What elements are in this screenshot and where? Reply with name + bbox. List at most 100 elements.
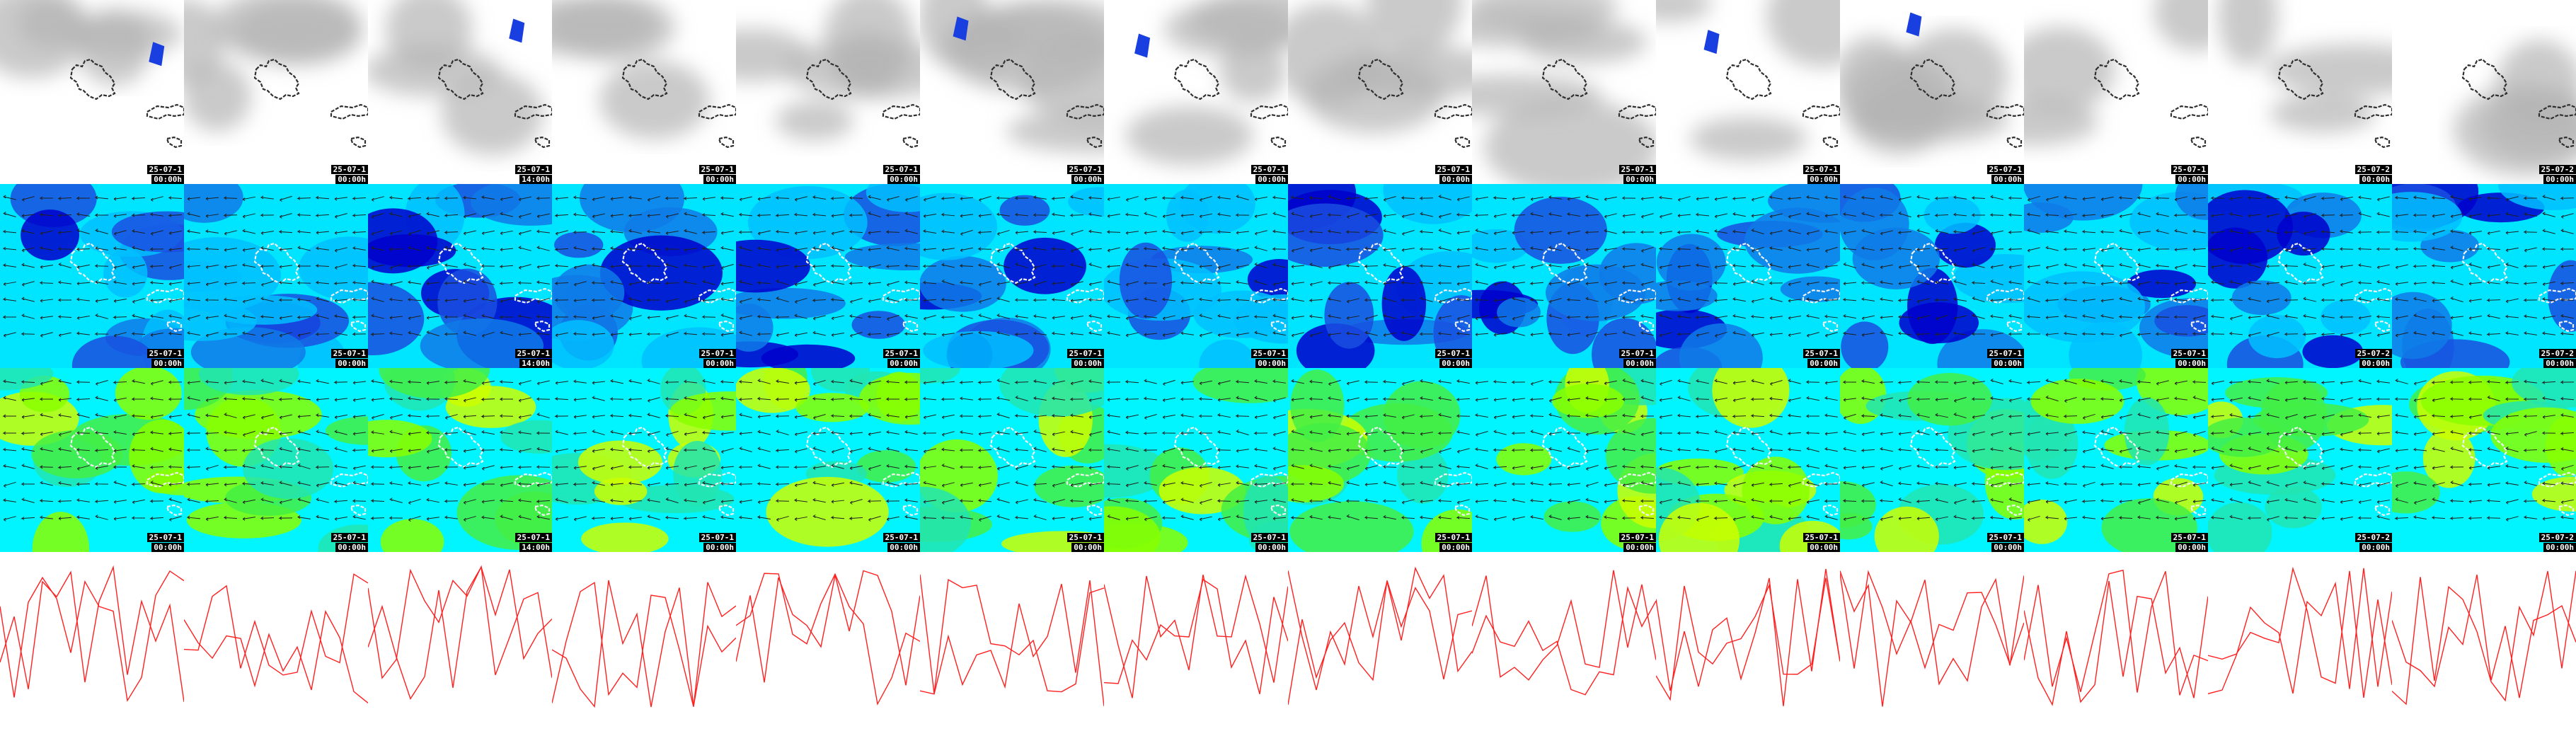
wind-arrow: [241, 314, 255, 318]
wind-arrow: [2560, 314, 2574, 319]
wind-arrow: [775, 482, 790, 486]
wind-arrow: [371, 280, 384, 285]
wind-arrow: [131, 213, 146, 217]
coastline: [350, 136, 367, 149]
wind-arrow: [720, 482, 735, 485]
wind-arrow: [959, 280, 974, 284]
wind-arrow: [1199, 213, 1212, 219]
wind-arrow: [554, 214, 569, 218]
wind-arrow: [425, 431, 440, 435]
wind-arrow: [1383, 297, 1396, 303]
wind-arrow: [720, 379, 735, 384]
wind-arrow: [1843, 398, 1856, 402]
wind-arrow: [555, 381, 568, 385]
coastline: [330, 103, 368, 120]
contour-region: [552, 320, 614, 368]
wind-arrow: [1161, 431, 1176, 435]
wind-arrow: [793, 498, 807, 502]
wind-arrow: [1328, 379, 1341, 386]
wind-arrow: [1292, 247, 1304, 253]
wind-arrow: [2376, 196, 2390, 202]
contour-region: [736, 287, 846, 319]
isobar-line: [184, 609, 368, 703]
wind-arrow: [408, 213, 421, 219]
wind-arrow: [1861, 466, 1875, 470]
wind-arrow: [941, 297, 955, 301]
wind-arrow: [149, 466, 164, 469]
wind-arrow: [2321, 414, 2335, 420]
wind-arrow: [2376, 465, 2390, 471]
wind-arrow: [1125, 430, 1139, 435]
wind-arrow: [2284, 280, 2298, 285]
wind-arrow: [1014, 298, 1029, 302]
coastline: [253, 58, 300, 100]
wind-arrow: [1015, 499, 1028, 505]
wind-arrow: [1879, 213, 1894, 217]
wind-arrow: [720, 196, 735, 200]
wind-arrow: [996, 396, 1010, 401]
coastline: [1357, 242, 1404, 284]
wind-arrow: [1437, 379, 1451, 384]
wind-arrow: [1732, 246, 1746, 251]
wind-arrow: [1474, 213, 1489, 217]
wind-arrow: [1034, 280, 1047, 287]
wind-arrow: [628, 465, 643, 469]
wind-arrow: [1364, 498, 1378, 502]
wind-arrow: [517, 498, 531, 502]
date-label: 25-07-2: [2354, 533, 2392, 542]
wind-arrow: [224, 265, 237, 269]
wind-arrow: [555, 498, 568, 503]
wind-arrow: [352, 465, 366, 471]
wind-arrow: [352, 481, 366, 486]
wind-arrow: [1604, 281, 1617, 286]
wind-arrow: [77, 465, 90, 471]
wind-arrow: [1217, 212, 1231, 217]
wind-arrow: [2026, 314, 2041, 318]
wind-arrow: [1419, 332, 1434, 336]
wind-arrow: [1437, 331, 1452, 335]
wind-arrow: [2358, 212, 2371, 217]
wind-arrow: [444, 214, 459, 218]
wind-arrow: [278, 398, 293, 401]
isobar-line: [2392, 574, 2576, 698]
wind-arrow: [2118, 379, 2132, 384]
wind-arrow: [1843, 516, 1856, 522]
wind-arrow: [2137, 333, 2151, 337]
wind-arrow: [76, 380, 91, 384]
wind-arrow: [519, 230, 531, 236]
wind-arrow: [757, 499, 771, 505]
wind-arrow: [1143, 281, 1158, 285]
wind-arrow: [1162, 397, 1175, 402]
wind-arrow: [996, 297, 1010, 302]
wind-arrow: [333, 380, 348, 384]
wind-arrow: [1714, 430, 1727, 435]
wind-arrow: [922, 332, 937, 336]
isobar-line: [1472, 585, 1656, 696]
wind-arrow: [536, 431, 551, 435]
wind-arrow: [2081, 500, 2096, 503]
wind-arrow: [1161, 516, 1176, 520]
wind-arrow: [462, 246, 477, 251]
wind-arrow: [1419, 247, 1434, 251]
wind-arrow: [628, 432, 643, 436]
wind-arrow: [703, 414, 715, 420]
wind-arrow: [628, 264, 643, 268]
wind-arrow: [21, 297, 35, 302]
wind-arrow: [979, 281, 991, 287]
isobar-line: [552, 580, 736, 708]
wind-arrow: [1180, 413, 1194, 418]
cloud-area: [1163, 1, 1288, 57]
wind-arrow: [425, 397, 440, 401]
wind-arrow: [1290, 447, 1305, 452]
wind-arrow: [242, 517, 255, 521]
wind-arrow: [1217, 195, 1231, 200]
wind-arrow: [2340, 265, 2353, 269]
wind-arrow: [2486, 247, 2501, 251]
wind-arrow: [427, 264, 439, 270]
wind-arrow: [2376, 415, 2390, 419]
wind-arrow: [2, 315, 17, 319]
wind-arrow: [408, 466, 422, 470]
wind-arrow: [1309, 314, 1323, 318]
wind-arrow: [1769, 464, 1783, 469]
wind-arrow: [849, 264, 863, 268]
